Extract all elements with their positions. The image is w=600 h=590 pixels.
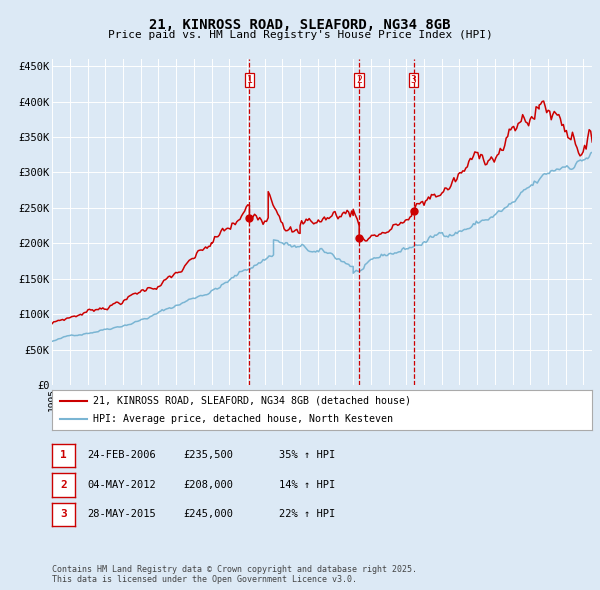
Text: 2: 2 [356, 76, 362, 86]
Text: 21, KINROSS ROAD, SLEAFORD, NG34 8GB (detached house): 21, KINROSS ROAD, SLEAFORD, NG34 8GB (de… [92, 396, 410, 406]
Text: 1: 1 [60, 451, 67, 460]
Text: 2: 2 [60, 480, 67, 490]
Text: 35% ↑ HPI: 35% ↑ HPI [279, 451, 335, 460]
Text: £235,500: £235,500 [183, 451, 233, 460]
Text: £208,000: £208,000 [183, 480, 233, 490]
Text: 22% ↑ HPI: 22% ↑ HPI [279, 510, 335, 519]
Text: 1: 1 [247, 76, 253, 86]
Text: £245,000: £245,000 [183, 510, 233, 519]
Text: 24-FEB-2006: 24-FEB-2006 [87, 451, 156, 460]
Text: 3: 3 [410, 76, 416, 86]
Text: 14% ↑ HPI: 14% ↑ HPI [279, 480, 335, 490]
Text: Price paid vs. HM Land Registry's House Price Index (HPI): Price paid vs. HM Land Registry's House … [107, 30, 493, 40]
Text: Contains HM Land Registry data © Crown copyright and database right 2025.
This d: Contains HM Land Registry data © Crown c… [52, 565, 417, 584]
Text: 28-MAY-2015: 28-MAY-2015 [87, 510, 156, 519]
Text: 21, KINROSS ROAD, SLEAFORD, NG34 8GB: 21, KINROSS ROAD, SLEAFORD, NG34 8GB [149, 18, 451, 32]
Text: 04-MAY-2012: 04-MAY-2012 [87, 480, 156, 490]
Text: HPI: Average price, detached house, North Kesteven: HPI: Average price, detached house, Nort… [92, 414, 392, 424]
Text: 3: 3 [60, 510, 67, 519]
